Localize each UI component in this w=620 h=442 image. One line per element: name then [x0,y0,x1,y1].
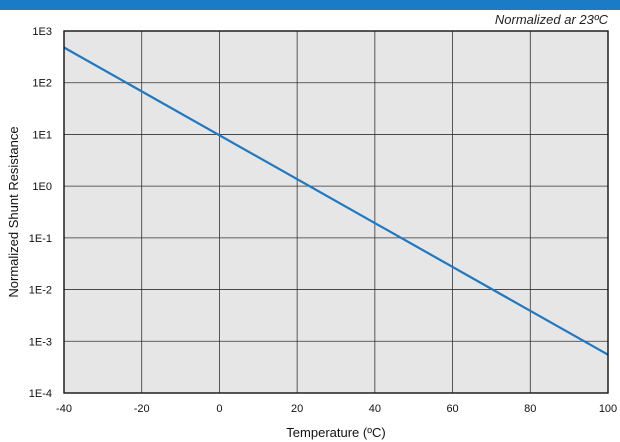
y-tick-label: 1E3 [32,26,52,38]
y-axis-title: Normalized Shunt Resistance [6,126,21,297]
x-tick-label: 20 [291,403,303,415]
x-tick-label: 60 [446,403,458,415]
y-tick-label: 1E-4 [29,388,52,400]
x-tick-label: 0 [216,403,222,415]
x-tick-label: 40 [369,403,381,415]
x-tick-label: -20 [134,403,150,415]
x-tick-label: 80 [524,403,536,415]
y-tick-label: 1E2 [32,78,52,90]
x-tick-label: 100 [599,403,617,415]
x-tick-label: -40 [56,403,72,415]
series-line [63,46,609,356]
y-tick-label: 1E-3 [29,336,52,348]
normalization-note: Normalized ar 23ºC [495,12,609,27]
plot-area [64,31,608,393]
y-tick-label: 1E1 [32,129,52,141]
y-tick-label: 1E-1 [29,233,52,245]
y-tick-label: 1E0 [32,181,52,193]
series-layer [63,46,609,356]
y-tick-label: 1E-2 [29,285,52,297]
x-axis-ticks: -40 -20 0 20 40 60 80 100 [56,403,617,415]
x-axis-title: Temperature (ºC) [286,425,385,440]
top-color-band [0,0,620,10]
plot-frame [63,30,609,394]
y-axis-ticks: 1E3 1E2 1E1 1E0 1E-1 1E-2 1E-3 1E-4 [29,26,52,400]
grid [64,31,608,393]
